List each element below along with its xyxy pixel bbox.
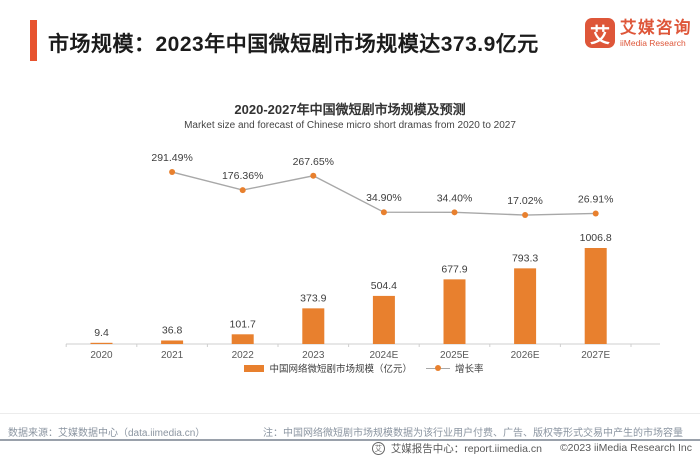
svg-text:36.8: 36.8: [162, 324, 183, 336]
chart-subtitle: Market size and forecast of Chinese micr…: [184, 120, 516, 131]
chart-title: 2020-2027年中国微短剧市场规模及预测: [234, 102, 466, 117]
svg-text:176.36%: 176.36%: [222, 170, 263, 182]
svg-text:2021: 2021: [161, 350, 184, 361]
copyright-text: ©2023 iiMedia Research Inc: [559, 442, 692, 454]
svg-text:2024E: 2024E: [369, 350, 398, 361]
page-title: 市场规模：2023年中国微短剧市场规模达373.9亿元: [48, 33, 539, 56]
svg-text:2022: 2022: [232, 350, 255, 361]
iimedia-logo: 艾媒咨询 iiMedia Research: [620, 20, 692, 47]
legend-item-growth-rate: 增长率: [426, 361, 484, 375]
svg-text:2025E: 2025E: [440, 350, 469, 361]
header-accent-bar: [30, 20, 37, 61]
svg-text:267.65%: 267.65%: [293, 156, 334, 168]
svg-text:504.4: 504.4: [371, 280, 397, 292]
svg-text:2023: 2023: [302, 350, 325, 361]
legend-label-market-size: 中国网络微短剧市场规模（亿元）: [269, 364, 412, 375]
iimedia-mini-logo-icon: 艾: [371, 441, 385, 455]
bar-series-swatch: [244, 364, 265, 372]
svg-text:34.40%: 34.40%: [437, 192, 473, 204]
chart-plot: 2020 2021 2022 2023 2024E 2025E 2026E 2027E 9.4 3…: [0, 135, 700, 365]
legend-item-market-size: 中国网络微短剧市场规模（亿元）: [244, 361, 412, 375]
svg-text:9.4: 9.4: [94, 327, 109, 339]
svg-text:677.9: 677.9: [441, 263, 467, 275]
svg-text:2027E: 2027E: [581, 350, 610, 361]
line-series-marker: [426, 365, 450, 372]
logo-name-en: iiMedia Research: [620, 37, 686, 48]
svg-text:2026E: 2026E: [511, 350, 540, 361]
method-note: 注：中国网络微短剧市场规模数据为该行业用户付费、广告、版权等形式交易中产生的市场…: [263, 428, 683, 439]
svg-text:17.02%: 17.02%: [507, 195, 543, 207]
legend-label-growth-rate: 增长率: [455, 364, 484, 375]
bottom-divider: [0, 439, 700, 441]
svg-text:291.49%: 291.49%: [151, 152, 192, 164]
svg-text:1006.8: 1006.8: [580, 232, 612, 244]
logo-name-cn: 艾媒咨询: [620, 19, 692, 37]
line-marker-dot: [435, 365, 441, 371]
svg-text:26.91%: 26.91%: [578, 193, 614, 205]
svg-text:101.7: 101.7: [230, 318, 256, 330]
data-source-note: 数据来源：艾媒数据中心（data.iimedia.cn）: [8, 428, 206, 439]
svg-text:793.3: 793.3: [512, 252, 538, 264]
footnote-top-divider: [0, 413, 700, 414]
svg-text:2020: 2020: [90, 350, 113, 361]
svg-text:34.90%: 34.90%: [366, 192, 402, 204]
iimedia-logo-icon: 艾: [585, 18, 615, 48]
footnotes-row: 数据来源：艾媒数据中心（data.iimedia.cn） 注：中国网络微短剧市场…: [0, 424, 700, 439]
bottom-bar: 艾 艾媒报告中心：report.iimedia.cn ©2023 iiMedia…: [0, 441, 700, 455]
chart-legend: 中国网络微短剧市场规模（亿元） 增长率: [14, 361, 700, 375]
svg-text:373.9: 373.9: [300, 292, 326, 304]
report-center-text: 艾媒报告中心：report.iimedia.cn: [390, 442, 542, 455]
